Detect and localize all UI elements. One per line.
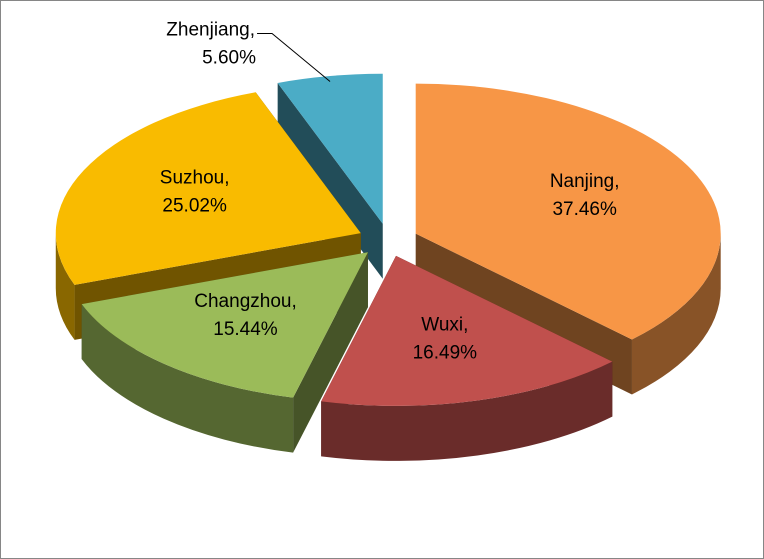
data-label-name: Zhenjiang,	[166, 19, 255, 40]
slice-top	[415, 83, 721, 340]
slice-top	[277, 73, 383, 224]
slice	[321, 255, 613, 461]
data-label-value: 16.49%	[413, 343, 478, 364]
slice-top	[321, 255, 613, 406]
data-label-name: Wuxi,	[421, 315, 468, 336]
slice-wall	[55, 233, 75, 340]
data-label-name: Nanjing,	[550, 171, 620, 192]
data-label-value: 15.44%	[213, 319, 278, 340]
data-label-value: 37.46%	[552, 199, 617, 220]
data-label-value: 25.02%	[162, 195, 227, 216]
slice-wall	[321, 361, 613, 461]
slice-top	[81, 252, 368, 398]
data-label-value: 5.60%	[202, 47, 256, 68]
leader-line	[257, 32, 331, 82]
data-label-name: Suzhou,	[160, 167, 230, 188]
slice	[81, 252, 368, 453]
slice-wall	[631, 233, 721, 395]
slice-wall	[81, 304, 294, 453]
slice-top	[55, 92, 361, 285]
data-label-name: Changzhou,	[194, 291, 296, 312]
